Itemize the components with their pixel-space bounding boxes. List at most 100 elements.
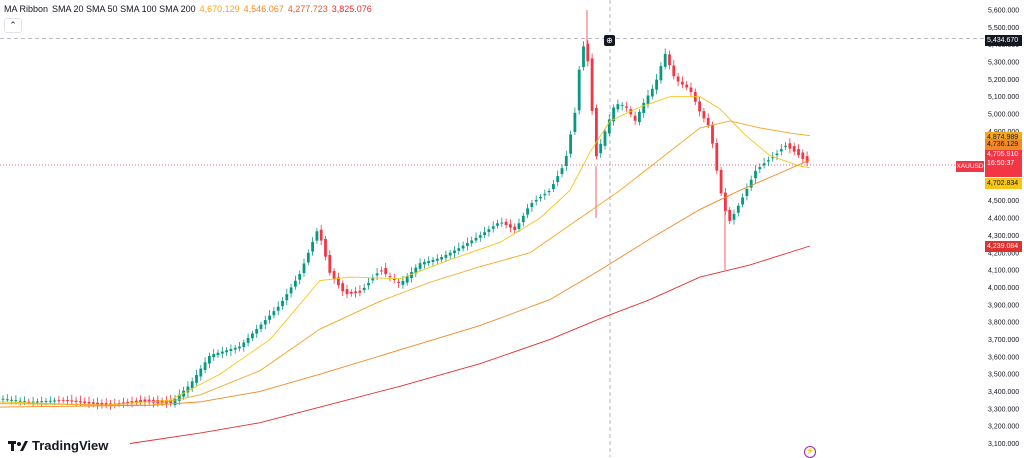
candle-body [100, 402, 104, 405]
crosshair-icon[interactable]: ⊕ [604, 35, 615, 46]
candle-body [612, 107, 615, 122]
candle-body [251, 333, 254, 339]
sma50-value: 4,546.067 [243, 4, 284, 14]
brand-name: TradingView [32, 438, 109, 453]
candle-body [79, 401, 82, 403]
price-axis-tick: 4,100.000 [988, 268, 1019, 275]
candle-body [337, 277, 340, 286]
candle-body [539, 196, 542, 199]
sma100-line [0, 159, 811, 408]
candle-body [345, 289, 349, 295]
price-axis-tick: 5,200.000 [988, 77, 1019, 84]
candle-body [104, 403, 108, 406]
candle-body [195, 374, 198, 383]
candle-body [423, 262, 426, 265]
candle-body [448, 252, 452, 256]
tradingview-logo[interactable]: TradingView [8, 438, 108, 453]
candle-body [435, 258, 439, 261]
lightning-icon[interactable]: ⚡ [804, 446, 816, 458]
sma50-line [0, 120, 811, 406]
candle-body [509, 224, 512, 228]
candle-body [560, 168, 564, 175]
sma100-value: 4,277.723 [287, 4, 328, 14]
candle-body [405, 276, 409, 283]
candle-body [715, 143, 719, 171]
price-axis-tick: 4,300.000 [988, 233, 1019, 240]
candle-body [530, 202, 534, 208]
candle-body [607, 119, 611, 134]
candle-body [543, 193, 547, 196]
candle-body [190, 381, 194, 389]
candle-body [431, 259, 435, 262]
candle-body [741, 197, 744, 205]
candle-body [487, 229, 491, 232]
candle-body [702, 111, 706, 119]
price-axis-tick: 4,200.000 [988, 250, 1019, 257]
price-axis-tick: 5,100.000 [988, 94, 1019, 101]
candle-body [169, 400, 173, 403]
candle-body [427, 260, 431, 264]
current-price: 4,705.910 [987, 151, 1019, 158]
candle-body [681, 81, 684, 85]
indicator-legend[interactable]: MA Ribbon SMA 20 SMA 50 SMA 100 SMA 200 … [4, 4, 372, 14]
price-axis-tick: 4,000.000 [988, 285, 1019, 292]
candle-body [478, 235, 482, 238]
candle-body [526, 208, 529, 215]
candle-body [186, 386, 190, 393]
candle-body [625, 106, 628, 108]
candle-body [599, 143, 603, 154]
candle-body [375, 273, 379, 276]
candle-body [281, 300, 284, 307]
price-axis-tick: 3,200.000 [988, 424, 1019, 431]
candle-body [805, 156, 809, 163]
candle-body [642, 102, 646, 113]
candle-body [491, 226, 495, 229]
candle-body [5, 399, 9, 401]
candle-body [392, 279, 396, 281]
candle-body [134, 400, 138, 403]
sma20-price-label: 4,874.989 [985, 132, 1022, 143]
candle-body [513, 226, 517, 231]
candle-body [139, 400, 142, 402]
candle-body [18, 400, 22, 402]
candle-body [775, 153, 779, 156]
candle-body [220, 351, 224, 354]
price-axis-tick: 3,500.000 [988, 372, 1019, 379]
candle-body [676, 76, 680, 82]
candle-body [272, 311, 276, 316]
candle-body [40, 401, 44, 403]
candle-body [564, 156, 568, 166]
price-axis-tick: 3,100.000 [988, 441, 1019, 448]
candle-body [767, 160, 770, 162]
current-price-label: 4,705.910 16:50:37 [985, 150, 1022, 177]
candle-body [470, 240, 474, 244]
candle-body [521, 215, 525, 223]
candle-body [238, 346, 241, 349]
candle-body [160, 400, 164, 404]
candle-body [367, 283, 370, 286]
candle-body [48, 400, 52, 402]
candle-body [646, 95, 650, 104]
candle-body [212, 353, 216, 358]
candle-body [797, 149, 800, 156]
candle-body [728, 209, 732, 221]
candle-body [771, 157, 775, 159]
candle-body [500, 222, 504, 224]
candle-body [668, 54, 671, 66]
candle-body [384, 268, 388, 275]
candle-body [620, 104, 624, 106]
candle-body [294, 280, 297, 287]
candle-body [453, 250, 456, 254]
candle-body [719, 169, 723, 194]
candle-body [534, 199, 538, 202]
candle-body [23, 401, 26, 403]
candle-body [577, 69, 581, 111]
chevron-up-icon[interactable]: ⌃ [4, 18, 22, 33]
candle-body [306, 252, 310, 263]
candle-body [208, 355, 211, 364]
candle-body [87, 401, 91, 404]
candle-body [324, 238, 327, 257]
candle-body [233, 347, 237, 350]
candle-body [147, 399, 151, 403]
